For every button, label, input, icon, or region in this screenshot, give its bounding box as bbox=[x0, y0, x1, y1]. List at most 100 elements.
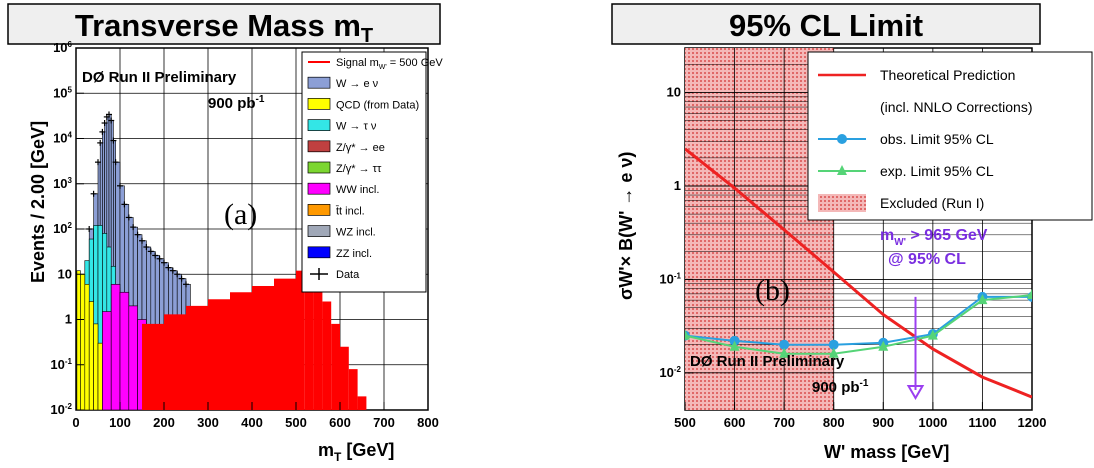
left-xtick-label: 0 bbox=[72, 415, 79, 430]
left-legend-swatch bbox=[307, 225, 331, 237]
left-preliminary: DØ Run II Preliminary bbox=[82, 69, 237, 86]
signal-bin bbox=[340, 346, 349, 410]
left-legend-swatch bbox=[307, 119, 331, 131]
left-legend-swatch bbox=[307, 76, 331, 89]
signal-bin bbox=[274, 278, 296, 410]
left-panel: Transverse Mass mT 0 100 200 300 400 500 600 70… bbox=[7, 3, 443, 464]
background-bin bbox=[102, 311, 112, 410]
left-title: Transverse Mass mT bbox=[75, 8, 373, 47]
left-ytick-label: 1 bbox=[65, 312, 72, 327]
right-xtick-label: 700 bbox=[773, 415, 795, 430]
signal-bin bbox=[142, 323, 164, 410]
left-xtick-label: 800 bbox=[417, 415, 439, 430]
obs-limit-point bbox=[779, 339, 790, 350]
signal-bin bbox=[313, 284, 323, 410]
left-ytick-label: 105 bbox=[53, 85, 72, 100]
right-ytick-label: 10-1 bbox=[659, 271, 681, 286]
left-title-box bbox=[7, 3, 441, 45]
signal-bin bbox=[348, 369, 358, 410]
background-bin bbox=[88, 301, 94, 410]
background-bin bbox=[110, 283, 121, 410]
exp-limit-point bbox=[779, 347, 790, 358]
right-xtick-label: 800 bbox=[823, 415, 845, 430]
right-legend-label: (incl. NNLO Corrections) bbox=[880, 99, 1032, 115]
right-ticks: 500 600 700 800 900 1000 1100 1200 10-2 10-1 1 10 bbox=[659, 85, 1046, 430]
background-bin bbox=[128, 305, 138, 410]
left-legend: Signal mW' = 500 GeV W → e ν QCD (from Dat… bbox=[301, 51, 443, 293]
background-bin bbox=[80, 273, 86, 410]
left-ticks: 0 100 200 300 400 500 600 700 800 10-2 10-1 1 10 102 1… bbox=[50, 40, 438, 430]
right-legend-label: exp. Limit 95% CL bbox=[880, 163, 994, 179]
background-bin bbox=[93, 323, 99, 410]
signal-bin bbox=[164, 314, 186, 410]
left-lumi: 900 pb-1 bbox=[208, 94, 265, 112]
right-xtick-label: 1000 bbox=[918, 415, 947, 430]
right-lumi: 900 pb-1 bbox=[812, 378, 869, 396]
left-legend-swatch bbox=[307, 161, 331, 174]
background-bin bbox=[119, 291, 130, 410]
left-ytick-label: 106 bbox=[53, 40, 72, 55]
right-xlabel: W' mass [GeV] bbox=[824, 442, 949, 462]
right-legend-marker bbox=[837, 134, 847, 144]
left-xlabel: mT [GeV] bbox=[318, 440, 394, 464]
left-ytick-label: 10-1 bbox=[50, 357, 72, 372]
left-ylabel: Events / 2.00 [GeV] bbox=[28, 121, 48, 283]
left-legend-label: Z/γ* → ee bbox=[336, 142, 385, 154]
left-legend-swatch bbox=[307, 204, 331, 216]
right-xtick-label: 600 bbox=[724, 415, 746, 430]
right-legend-label: Theoretical Prediction bbox=[880, 67, 1015, 83]
signal-bin bbox=[208, 299, 230, 410]
right-curves bbox=[685, 147, 1032, 400]
mass-limit-arrowhead bbox=[906, 385, 925, 400]
right-title: 95% CL Limit bbox=[729, 8, 923, 43]
right-title-box bbox=[611, 3, 1041, 45]
left-legend-label: WZ incl. bbox=[336, 227, 376, 239]
left-ytick-label: 10-2 bbox=[50, 402, 72, 417]
left-xtick-label: 500 bbox=[285, 415, 307, 430]
right-preliminary: DØ Run II Preliminary bbox=[690, 353, 845, 370]
left-legend-swatch bbox=[307, 98, 331, 110]
exp-limit-point bbox=[729, 340, 740, 351]
left-panel-tag: (a) bbox=[224, 198, 257, 231]
exp-limit-point bbox=[878, 340, 889, 351]
exp-limit-point bbox=[927, 329, 938, 340]
left-legend-label: WW incl. bbox=[336, 184, 379, 196]
left-legend-label: Data bbox=[336, 269, 360, 281]
left-xtick-label: 200 bbox=[153, 415, 175, 430]
left-xtick-label: 300 bbox=[197, 415, 219, 430]
right-legend-label: obs. Limit 95% CL bbox=[880, 131, 994, 147]
left-legend-swatch bbox=[307, 182, 331, 195]
right-ytick-label: 1 bbox=[674, 178, 681, 193]
series-line bbox=[685, 295, 1032, 346]
right-xtick-label: 900 bbox=[872, 415, 894, 430]
left-ytick-label: 103 bbox=[53, 176, 72, 191]
left-legend-label: W → e ν bbox=[336, 78, 379, 90]
right-legend-swatch bbox=[818, 194, 866, 212]
exp-limit-point bbox=[1027, 289, 1032, 300]
signal-bin bbox=[252, 285, 274, 410]
left-histograms bbox=[76, 111, 367, 410]
left-legend-label: QCD (from Data) bbox=[336, 99, 419, 111]
signal-bin bbox=[357, 396, 367, 410]
exp-limit-point bbox=[977, 294, 988, 305]
background-bin bbox=[76, 270, 81, 410]
left-legend-label: t̄t incl. bbox=[335, 205, 364, 217]
right-xtick-label: 500 bbox=[674, 415, 696, 430]
right-legend: Theoretical Prediction (incl. NNLO Correc… bbox=[807, 51, 1093, 221]
right-panel: 95% CL Limit 500 600 700 800 900 1000 1100 1200… bbox=[611, 3, 1093, 462]
right-legend-marker bbox=[837, 165, 847, 175]
left-xtick-label: 700 bbox=[373, 415, 395, 430]
signal-bin bbox=[322, 301, 332, 410]
signal-bin bbox=[304, 274, 314, 410]
left-legend-label: Z/γ* → ττ bbox=[336, 163, 382, 175]
exp-limit-point bbox=[828, 347, 839, 358]
left-ytick-label: 10 bbox=[58, 266, 72, 281]
signal-bin bbox=[296, 270, 305, 410]
left-legend-swatch bbox=[307, 246, 331, 259]
series-line bbox=[685, 147, 1032, 399]
exp-limit-point bbox=[685, 329, 690, 340]
signal-bin bbox=[331, 323, 340, 410]
left-legend-label: W → τ ν bbox=[336, 121, 377, 133]
left-legend-swatch bbox=[307, 140, 331, 153]
right-legend-box bbox=[807, 51, 1093, 221]
